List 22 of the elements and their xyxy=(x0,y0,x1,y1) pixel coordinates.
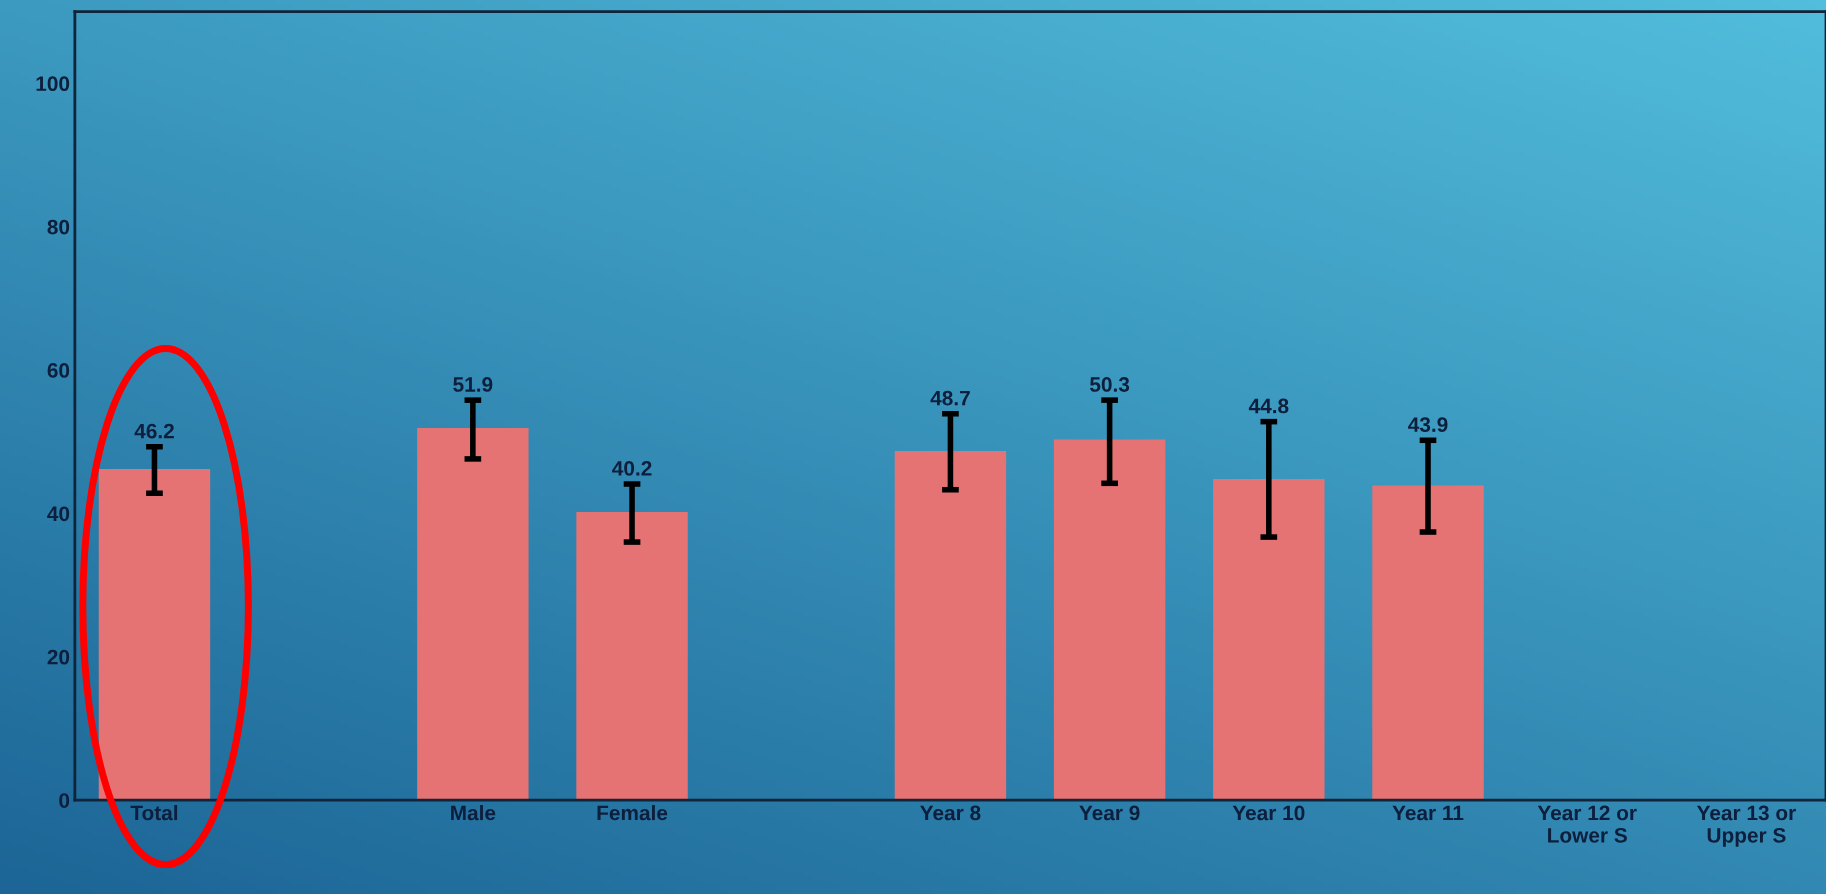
y-tick-label: 20 xyxy=(47,649,70,665)
x-tick-label: Year 12 or Lower S xyxy=(1537,805,1637,843)
data-label: 48.7 xyxy=(930,390,970,406)
x-tick-label: Year 9 xyxy=(1079,805,1140,821)
data-label: 46.2 xyxy=(134,423,174,439)
x-tick-label: Male xyxy=(451,804,496,821)
y-tick-label: 0 xyxy=(59,793,70,808)
data-label: 40.2 xyxy=(612,460,652,476)
y-tick-label: 80 xyxy=(47,219,70,235)
x-tick-label: Year 13 or Upper S xyxy=(1696,805,1796,847)
data-label: 43.9 xyxy=(1408,417,1448,433)
y-tick-label: 40 xyxy=(47,506,70,522)
data-label: 50.3 xyxy=(1090,377,1130,392)
data-label: 44.8 xyxy=(1248,398,1289,414)
x-tick-label: Year 10 xyxy=(1232,805,1305,821)
x-tick-label: Total xyxy=(130,804,178,821)
y-tick-label: 60 xyxy=(47,363,70,378)
x-tick-label: Female xyxy=(597,804,668,821)
x-tick-label: Year 11 xyxy=(1392,805,1464,821)
x-tick-label: Year 8 xyxy=(920,805,981,821)
data-label: 51.9 xyxy=(453,377,493,392)
y-tick-label: 100 xyxy=(36,76,70,92)
